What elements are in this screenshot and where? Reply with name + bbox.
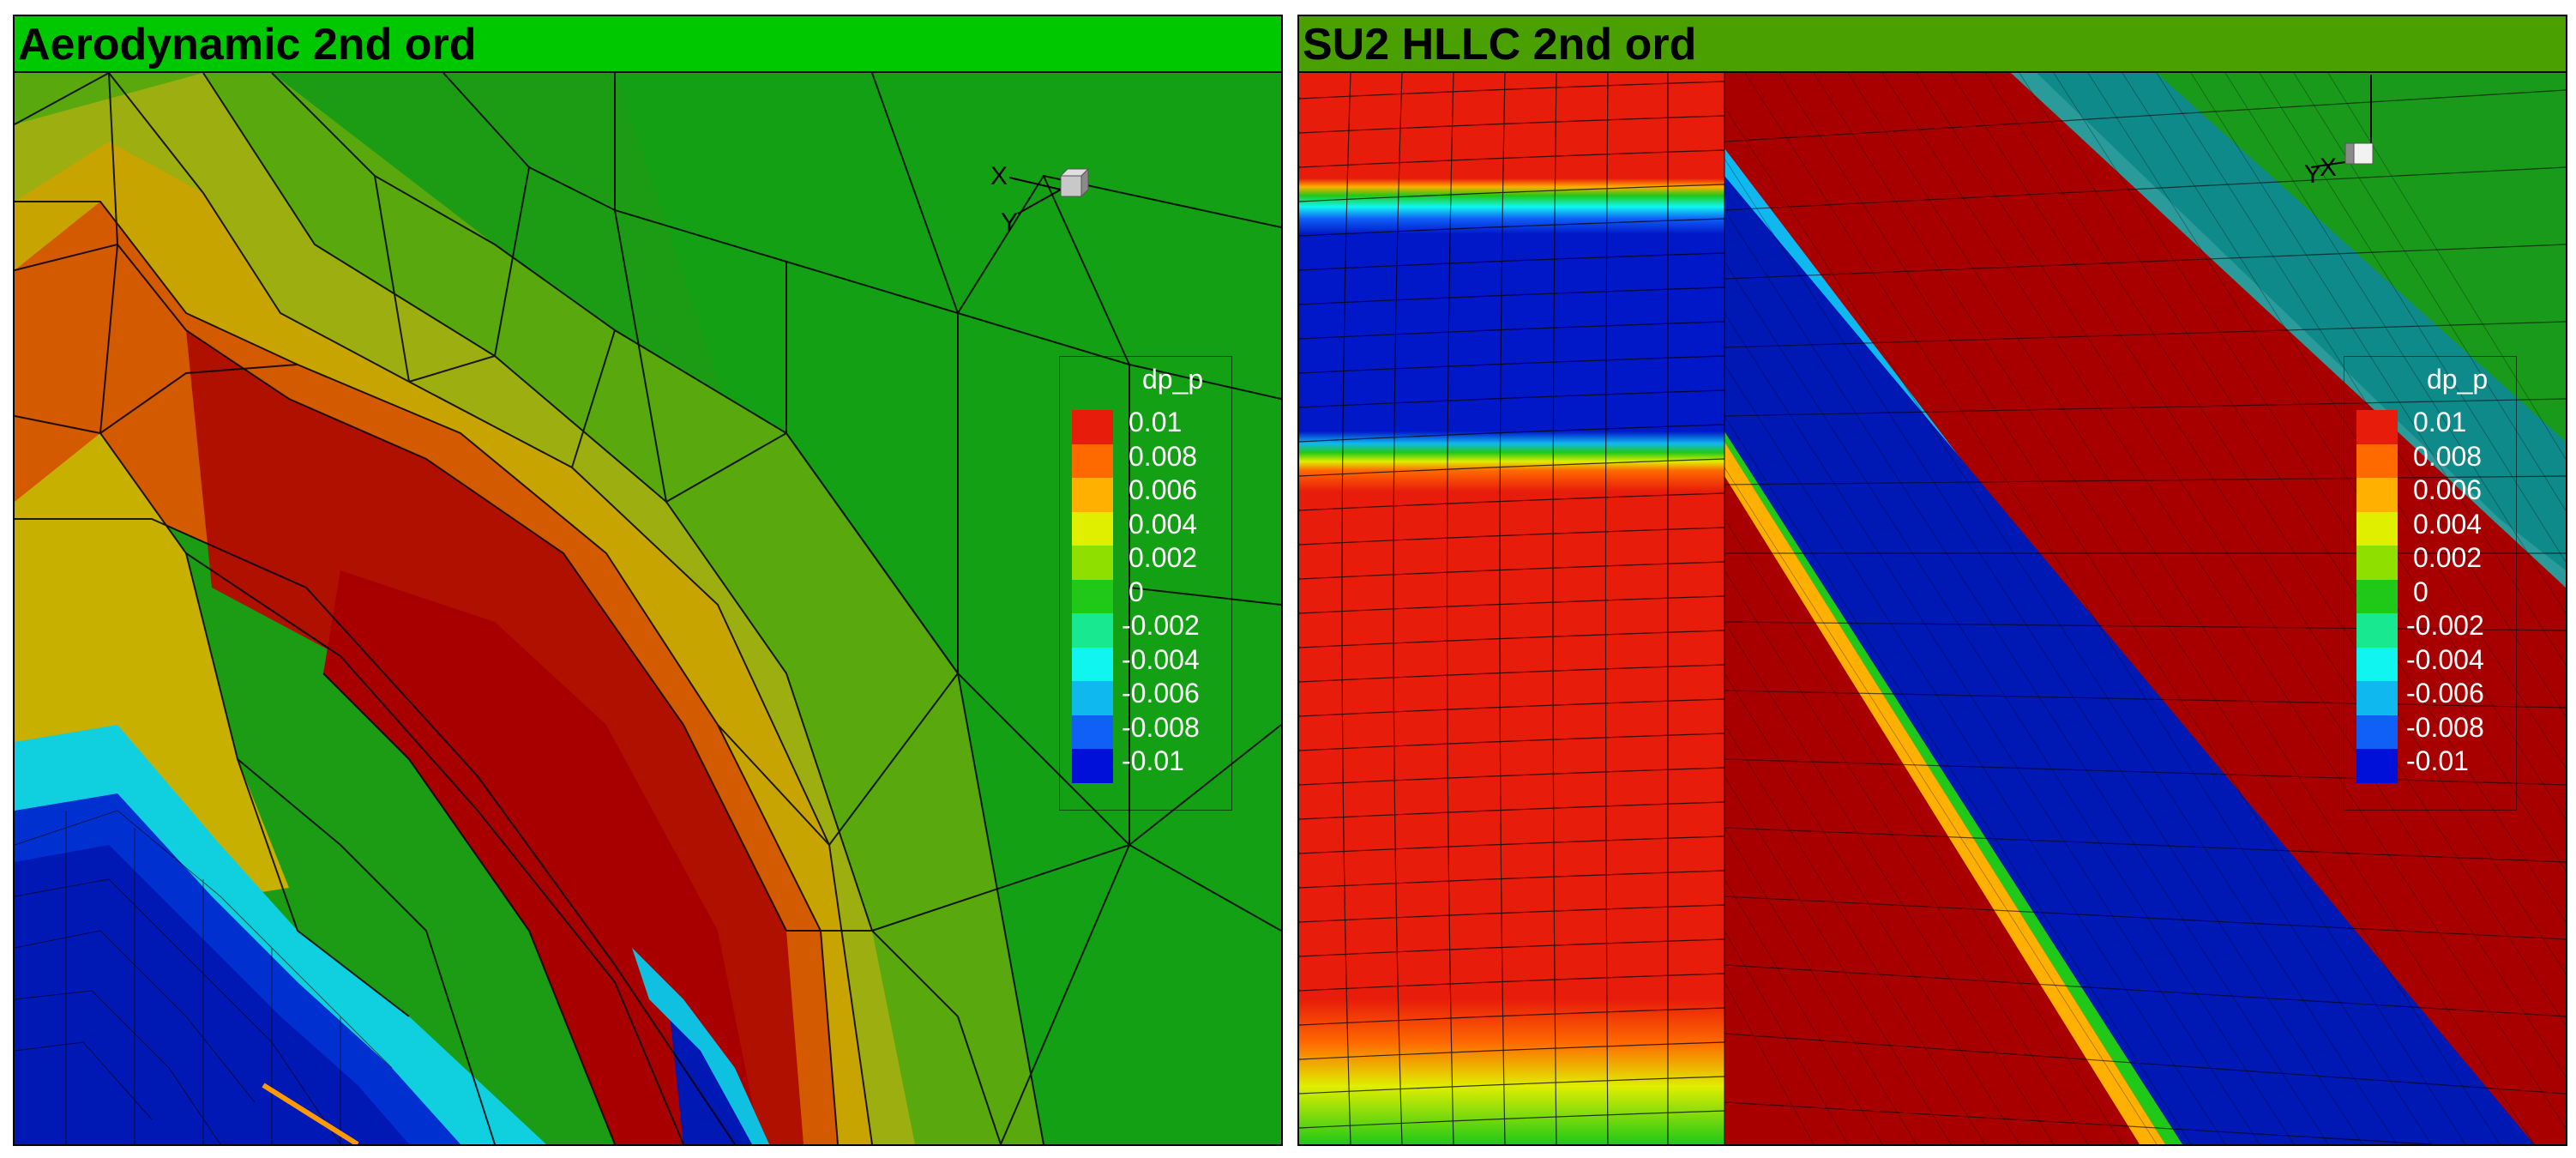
right-legend-label: 0.004: [2413, 508, 2483, 540]
axis-cube-icon: [1008, 167, 1090, 214]
left-legend-swatch: [1072, 546, 1113, 580]
left-legend-label: -0.008: [1122, 711, 1200, 743]
left-legend-swatch: [1072, 511, 1113, 546]
right-legend-swatch: [2356, 478, 2398, 512]
right-legend-swatch: [2356, 511, 2398, 546]
left-legend-label: -0.006: [1122, 678, 1200, 709]
right-legend-swatch: [2356, 443, 2398, 479]
right-legend-label: -0.004: [2406, 643, 2484, 675]
left-legend-swatch: [1072, 478, 1113, 512]
left-legend-label: 0: [1129, 576, 1144, 607]
left-legend-swatch: [1072, 749, 1113, 783]
left-legend-swatch: [1072, 410, 1113, 444]
left-legend-swatch: [1072, 681, 1113, 715]
right-title-bar: SU2 HLLC 2nd ord: [1299, 16, 2566, 73]
right-contour-svg: [1299, 73, 2566, 1144]
axis-cube-icon: [2310, 75, 2374, 168]
right-axis-triad: Y X: [2260, 73, 2414, 219]
right-axis-y-label: Y: [2304, 160, 2322, 189]
right-axis-x-label: X: [2320, 154, 2338, 182]
right-legend-swatch: [2356, 410, 2398, 444]
left-legend-swatch: [1072, 443, 1113, 479]
left-legend-label: -0.01: [1122, 745, 1184, 776]
left-legend-label: 0.004: [1129, 508, 1198, 540]
left-legend-label: 0.008: [1129, 440, 1198, 472]
right-legend-label: -0.01: [2406, 745, 2469, 776]
left-legend-swatch: [1072, 647, 1113, 682]
right-contour-plot: [1299, 73, 2566, 1144]
right-legend-label: -0.002: [2406, 610, 2484, 641]
right-legend-label: -0.008: [2406, 711, 2484, 743]
right-legend-swatch: [2356, 546, 2398, 580]
left-panel: Aerodynamic 2nd ord: [13, 15, 1283, 1146]
right-legend-swatch: [2356, 647, 2398, 682]
right-legend-label: 0.01: [2413, 407, 2467, 437]
right-legend-label: 0.008: [2413, 440, 2483, 472]
right-panel: SU2 HLLC 2nd ord: [1297, 15, 2567, 1146]
left-legend-swatch: [1072, 613, 1113, 648]
right-legend-swatch: [2356, 681, 2398, 715]
left-legend-swatch: [1072, 579, 1113, 614]
right-legend: dp_p 0.01 0.008 0.006 0.004 0.002 0 -0.002 -0.0…: [2344, 356, 2517, 811]
left-legend-label: -0.002: [1122, 610, 1200, 641]
left-legend-label: -0.004: [1122, 643, 1200, 675]
right-legend-label: -0.006: [2406, 678, 2484, 709]
left-legend-label: 0.006: [1129, 474, 1198, 505]
right-legend-label: 0.006: [2413, 474, 2483, 505]
left-legend-title: dp_p: [1142, 364, 1204, 395]
left-legend-label: 0.01: [1129, 407, 1183, 437]
left-contour-plot: [15, 73, 1281, 1144]
right-legend-label: 0: [2413, 576, 2429, 607]
left-axis-y-label: Y: [1001, 208, 1019, 237]
right-legend-swatch: [2356, 579, 2398, 614]
right-legend-swatch: [2356, 749, 2398, 783]
left-contour-svg: [15, 73, 1281, 1144]
right-legend-swatch: [2356, 715, 2398, 750]
left-legend-label: 0.002: [1129, 542, 1198, 573]
left-legend: dp_p 0.01 0.008 0.006 0.004 0.002 0 -0.002 -0.0…: [1059, 356, 1232, 811]
right-legend-swatch: [2356, 613, 2398, 648]
right-panel-title: SU2 HLLC 2nd ord: [1303, 20, 1697, 69]
right-legend-label: 0.002: [2413, 542, 2483, 573]
right-legend-title: dp_p: [2427, 364, 2489, 395]
left-axis-triad: X Y: [975, 145, 1112, 239]
left-axis-x-label: X: [990, 162, 1008, 190]
left-panel-title: Aerodynamic 2nd ord: [18, 20, 477, 69]
left-title-bar: Aerodynamic 2nd ord: [15, 16, 1281, 73]
left-legend-swatch: [1072, 715, 1113, 750]
